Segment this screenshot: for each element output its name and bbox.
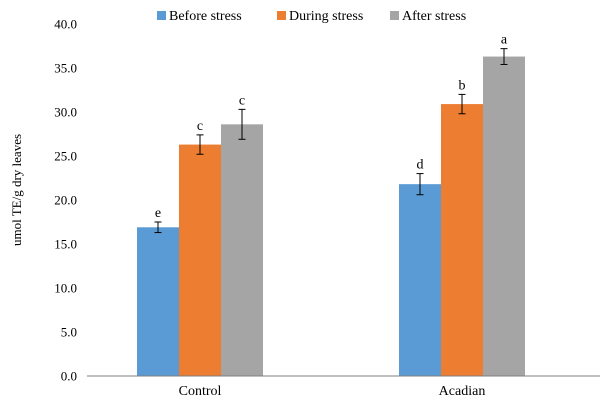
legend-swatch — [157, 11, 166, 20]
significance-label: a — [501, 33, 508, 48]
significance-label: d — [417, 158, 424, 173]
error-bar — [238, 108, 246, 140]
error-bar — [416, 173, 424, 196]
x-category-label: Acadian — [439, 384, 486, 399]
y-tick-label: 25.0 — [54, 149, 77, 164]
significance-label: c — [197, 119, 203, 134]
legend-swatch — [277, 11, 286, 20]
legend-swatch — [390, 11, 399, 20]
y-tick-label: 0.0 — [61, 369, 77, 384]
legend-item: After stress — [390, 9, 466, 24]
y-axis-ticks: 0.0 5.0 10.0 15.0 20.0 25.0 30.0 35.0 40.0 — [54, 17, 77, 384]
bar — [137, 227, 179, 376]
y-axis-title: umol TE/g dry leaves — [9, 134, 24, 246]
bar — [399, 184, 441, 376]
significance-label: b — [459, 78, 466, 93]
bar — [441, 104, 483, 376]
plot-area: e c c d b a — [137, 33, 525, 377]
bar — [483, 56, 525, 377]
significance-label: e — [155, 206, 161, 221]
legend-label: After stress — [402, 9, 466, 24]
y-tick-label: 30.0 — [54, 105, 77, 120]
error-bar — [196, 134, 204, 155]
bar — [179, 144, 221, 376]
error-bar — [458, 93, 466, 115]
legend-label: Before stress — [169, 9, 242, 24]
legend-item: During stress — [277, 9, 363, 24]
x-axis-labels: Control Acadian — [179, 384, 486, 399]
legend-label: During stress — [289, 9, 363, 24]
y-tick-label: 5.0 — [61, 325, 77, 340]
y-tick-label: 15.0 — [54, 237, 77, 252]
legend: Before stress During stress After stress — [157, 9, 466, 24]
y-tick-label: 10.0 — [54, 281, 77, 296]
y-tick-label: 20.0 — [54, 193, 77, 208]
significance-label: c — [239, 93, 245, 108]
error-bar — [154, 221, 162, 234]
error-bar — [500, 48, 508, 65]
y-tick-label: 35.0 — [54, 61, 77, 76]
bar — [221, 124, 263, 376]
legend-item: Before stress — [157, 9, 242, 24]
y-tick-label: 40.0 — [54, 17, 77, 32]
x-category-label: Control — [179, 384, 222, 399]
